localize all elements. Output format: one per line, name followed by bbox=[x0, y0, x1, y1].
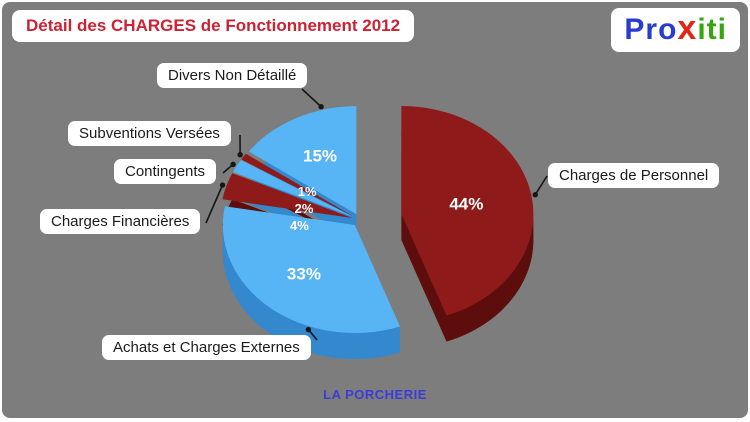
callout-dot-1 bbox=[306, 327, 311, 332]
callout-dot-3 bbox=[230, 162, 235, 167]
org-name: LA PORCHERIE bbox=[2, 387, 748, 402]
callout-line-5 bbox=[302, 89, 321, 107]
callout-charges-financieres: Charges Financières bbox=[40, 209, 200, 234]
pie-percent-label-0: 44% bbox=[449, 195, 483, 214]
callout-subventions-versees: Subventions Versées bbox=[68, 121, 231, 146]
callout-divers-non-detaille: Divers Non Détaillé bbox=[157, 63, 307, 88]
callout-line-0 bbox=[535, 176, 547, 195]
proxiti-logo: Proxiti bbox=[611, 8, 740, 52]
pie-percent-label-3: 2% bbox=[295, 201, 314, 216]
pie-percent-label-4: 1% bbox=[298, 184, 317, 199]
callout-dot-5 bbox=[318, 104, 323, 109]
page-title: Détail des CHARGES de Fonctionnement 201… bbox=[12, 10, 414, 42]
pie-percent-label-2: 4% bbox=[290, 218, 309, 233]
logo-part-iti: iti bbox=[697, 13, 727, 46]
callout-dot-4 bbox=[237, 152, 242, 157]
logo-part-x: x bbox=[677, 9, 697, 47]
callout-charges-de-personnel: Charges de Personnel bbox=[548, 163, 719, 188]
callout-achats-charges-externes: Achats et Charges Externes bbox=[102, 335, 311, 360]
callout-dot-2 bbox=[220, 182, 225, 187]
callout-dot-0 bbox=[533, 192, 538, 197]
pie-percent-label-1: 33% bbox=[287, 265, 321, 284]
logo-part-pro: Pro bbox=[624, 13, 677, 46]
callout-contingents: Contingents bbox=[114, 159, 216, 184]
callout-line-2 bbox=[206, 185, 223, 223]
pie-percent-label-5: 15% bbox=[303, 147, 337, 166]
